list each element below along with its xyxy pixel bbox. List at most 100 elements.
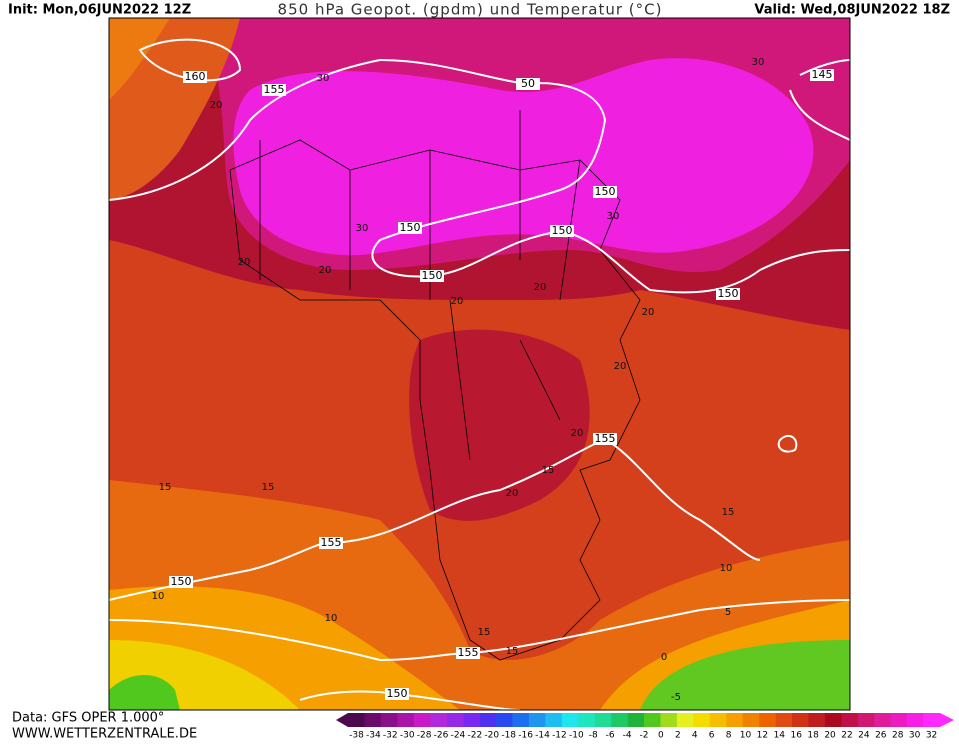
colorbar-label: -24 <box>451 731 466 741</box>
colorbar-swatch <box>528 713 546 727</box>
temperature-label: 20 <box>210 100 223 111</box>
colorbar-label: 16 <box>791 731 803 741</box>
geopotential-label: 150 <box>422 269 443 282</box>
temperature-label: 10 <box>152 591 165 602</box>
colorbar-swatch <box>676 713 694 727</box>
geopotential-label: 155 <box>458 646 479 659</box>
colorbar-swatch <box>841 713 859 727</box>
temperature-label: 20 <box>238 257 251 268</box>
colorbar-swatch <box>479 713 497 727</box>
colorbar-swatch <box>364 713 382 727</box>
colorbar-label: -10 <box>569 731 584 741</box>
temperature-label: 15 <box>159 482 172 493</box>
site: WWW.WETTERZENTRALE.DE <box>12 727 197 742</box>
init-label: Init: Mon,06JUN2022 12Z <box>8 3 191 18</box>
geopotential-label: 150 <box>171 575 192 588</box>
colorbar-label: 10 <box>740 731 752 741</box>
geopotential-label-box <box>169 576 193 588</box>
colorbar-swatch <box>759 713 776 727</box>
geopotential-label-box <box>593 186 617 198</box>
colorbar-swatch <box>693 713 711 727</box>
colorbar-swatch <box>578 713 595 727</box>
temperature-label: 0 <box>661 652 667 663</box>
geopotential-label-box <box>593 433 617 445</box>
geopotential-label: 150 <box>387 687 408 700</box>
temperature-label: 30 <box>607 211 620 222</box>
geopotential-label-box <box>385 688 409 700</box>
temperature-label: 20 <box>451 296 464 307</box>
colorbar-swatch <box>348 713 365 727</box>
temperature-label: 15 <box>722 507 735 518</box>
colorbar-swatch <box>660 713 678 727</box>
colorbar-swatch <box>380 713 398 727</box>
colorbar-swatch <box>874 713 891 727</box>
geopotential-label-box <box>420 270 444 282</box>
geopotential-label: 150 <box>552 224 573 237</box>
colorbar-label: 0 <box>658 731 664 741</box>
geopotential-label-box <box>550 225 574 237</box>
colorbar-label: -2 <box>640 731 649 741</box>
colorbar-swatch <box>512 713 530 727</box>
cool-northwest <box>109 18 240 200</box>
temperature-label: 20 <box>534 282 547 293</box>
temperature-label: 10 <box>720 563 733 574</box>
geopotential-label: 145 <box>812 68 833 81</box>
colorbar-label: 4 <box>692 731 698 741</box>
colorbar-arrow <box>940 713 954 727</box>
colorbar-swatch <box>808 713 826 727</box>
colorbar-label: 2 <box>675 731 681 741</box>
colorbar-label: -16 <box>518 731 533 741</box>
geopotential-label-box <box>183 71 207 83</box>
geopotential-label-box <box>456 647 480 659</box>
colorbar-label: -4 <box>623 731 632 741</box>
colorbar-label: 32 <box>926 731 937 741</box>
colorbar-arrow <box>336 713 348 727</box>
geopotential-label-box <box>516 78 540 90</box>
temperature-label: 15 <box>506 646 519 657</box>
geopotential-label: 160 <box>185 70 206 83</box>
colorbar-label: -14 <box>535 731 550 741</box>
geopotential-label-box <box>262 84 286 96</box>
colorbar-swatch <box>611 713 628 727</box>
colorbar-swatch <box>792 713 809 727</box>
colorbar-swatch <box>446 713 464 727</box>
colorbar-label: 26 <box>875 731 887 741</box>
colorbar-label: 24 <box>858 731 870 741</box>
colorbar-label: -12 <box>552 731 567 741</box>
temperature-label: 10 <box>325 613 338 624</box>
colorbar-label: 28 <box>892 731 904 741</box>
colorbar-label: 20 <box>824 731 836 741</box>
geopotential-label-box <box>716 288 740 300</box>
geopotential-label: 50 <box>521 77 535 90</box>
cold-southeast <box>640 640 850 710</box>
temperature-label: 30 <box>752 57 765 68</box>
colorbar-label: -32 <box>383 731 398 741</box>
colorbar-swatch <box>413 713 431 727</box>
colorbar-label: -8 <box>589 731 598 741</box>
colorbar-swatch <box>907 713 924 727</box>
colorbar-swatch <box>923 713 941 727</box>
colorbar-swatch <box>775 713 793 727</box>
geopotential-label: 155 <box>595 432 616 445</box>
temperature-label: 20 <box>642 307 655 318</box>
temperature-label: 20 <box>614 361 627 372</box>
colorbar-label: -30 <box>400 731 415 741</box>
colorbar-swatch <box>430 713 447 727</box>
valid-label: Valid: Wed,08JUN2022 18Z <box>754 3 950 18</box>
colorbar-label: 22 <box>841 731 852 741</box>
colorbar-swatch <box>726 713 743 727</box>
colorbar-swatch <box>709 713 727 727</box>
temperature-label: 15 <box>542 465 555 476</box>
colorbar-swatch <box>545 713 563 727</box>
colorbar-label: 6 <box>709 731 715 741</box>
geopotential-label: 155 <box>264 83 285 96</box>
colorbar-swatch <box>463 713 480 727</box>
colorbar-label: -18 <box>501 731 516 741</box>
cold-southwest-core <box>109 675 180 710</box>
geopotential-label: 150 <box>718 287 739 300</box>
geopotential-label: 150 <box>595 185 616 198</box>
colorbar-label: -38 <box>349 731 364 741</box>
map <box>109 18 850 710</box>
